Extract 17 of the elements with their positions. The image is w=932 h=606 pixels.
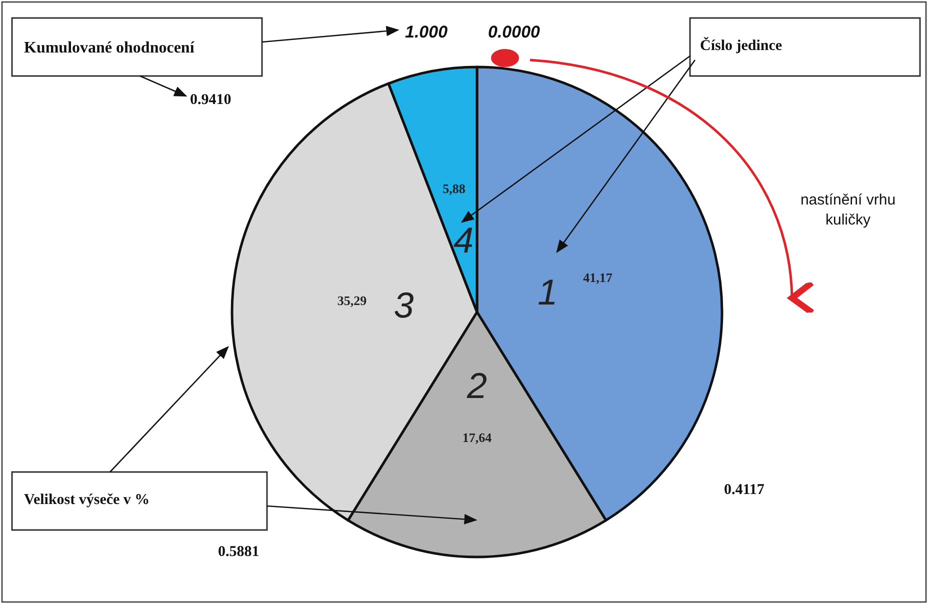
slice-label: 3 xyxy=(394,284,414,326)
text: 0.9410 xyxy=(190,92,232,108)
text: Velikost výseče v % xyxy=(24,492,150,508)
slice-label: 2 xyxy=(466,365,488,406)
text: 0.0000 xyxy=(488,22,541,42)
slice-label: 4 xyxy=(453,219,474,260)
text: 1.000 xyxy=(405,22,448,42)
text: Kumulované ohodnocení xyxy=(24,40,195,56)
text: nastínění vrhu kuličky xyxy=(800,192,896,228)
data-label: 41,17 xyxy=(583,270,613,286)
text: Číslo jedince xyxy=(700,36,782,54)
data-label: 35,29 xyxy=(337,292,368,308)
data-label: 5,88 xyxy=(442,181,466,196)
text: 0.5881 xyxy=(218,544,260,560)
text: 0.4117 xyxy=(724,482,765,498)
slice-label: 1 xyxy=(538,271,558,312)
data-label: 17,64 xyxy=(462,430,492,445)
